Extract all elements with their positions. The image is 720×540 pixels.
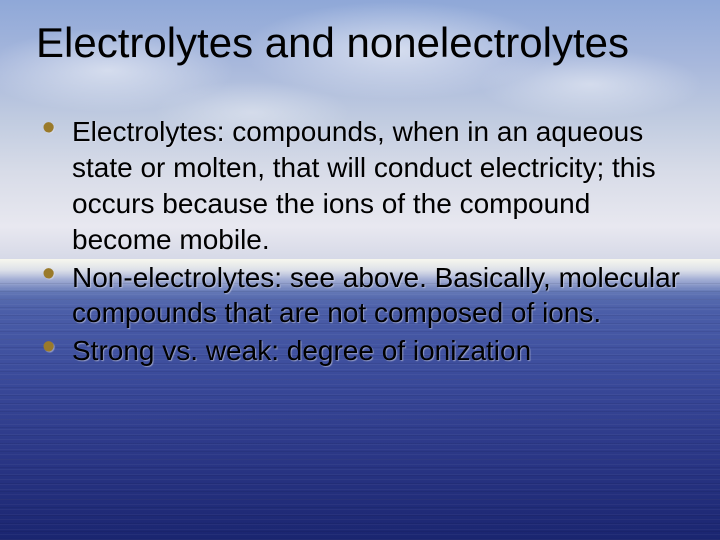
slide-title: Electrolytes and nonelectrolytes <box>36 20 684 66</box>
bullet-item: Strong vs. weak: degree of ionization <box>42 333 684 369</box>
bullet-list: Electrolytes: compounds, when in an aque… <box>36 114 684 369</box>
slide: Electrolytes and nonelectrolytes Electro… <box>0 0 720 540</box>
slide-content: Electrolytes and nonelectrolytes Electro… <box>0 0 720 540</box>
bullet-item: Electrolytes: compounds, when in an aque… <box>42 114 684 257</box>
bullet-item: Non-electrolytes: see above. Basically, … <box>42 260 684 332</box>
